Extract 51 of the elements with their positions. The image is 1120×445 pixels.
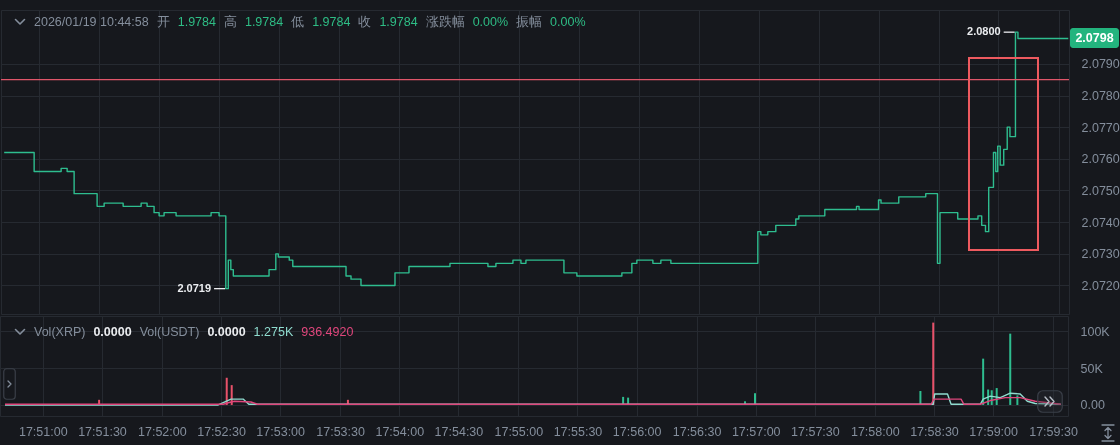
annotation: 低 (291, 14, 305, 30)
annotation: 0.00% (472, 14, 509, 30)
annotation: 开 (156, 14, 170, 30)
x-tick-label: 17:59:30 (1029, 424, 1078, 439)
x-tick-label: 17:59:00 (969, 424, 1018, 439)
annotation: 振幅 (516, 14, 543, 30)
x-tick-label: 17:54:30 (434, 424, 484, 439)
text: 2.0798 (1075, 31, 1114, 45)
x-tick-label: 17:53:00 (256, 424, 306, 439)
annotation: Vol(XRP) (34, 324, 86, 340)
x-tick-label: 17:55:00 (494, 424, 544, 439)
y-tick-label: 0.00 (1080, 398, 1105, 413)
annotation: 涨跌幅 (425, 14, 465, 30)
annotation: 2026/01/19 10:44:58 (34, 14, 149, 30)
y-tick-label: 2.0790 (1081, 57, 1120, 72)
y-tick-label: 2.0730 (1081, 247, 1120, 262)
annotation: 2.0800 (967, 25, 1001, 38)
y-tick-label: 2.0760 (1081, 152, 1120, 167)
y-tick-label: 2.0770 (1081, 120, 1120, 135)
x-tick-label: 17:52:00 (138, 424, 187, 439)
annotation: 1.9784 (177, 14, 216, 30)
annotation: 0.0000 (207, 324, 246, 340)
x-tick-label: 17:56:30 (672, 424, 722, 439)
y-tick-label: 2.0720 (1081, 279, 1120, 293)
y-tick-label: 2.0750 (1081, 184, 1120, 198)
annotation: 1.9784 (244, 14, 284, 30)
annotation: 0.0000 (93, 324, 132, 340)
x-tick-label: 17:58:30 (910, 424, 959, 439)
x-tick-label: 17:51:30 (78, 424, 127, 439)
x-tick-label: 17:54:00 (375, 424, 425, 439)
x-tick-label: 17:52:30 (197, 424, 246, 439)
x-tick-label: 17:57:30 (791, 424, 840, 439)
annotation: 1.9784 (312, 14, 351, 30)
x-tick-label: 17:53:30 (316, 424, 365, 439)
x-tick-label: 17:57:00 (731, 424, 781, 439)
annotation: 收 (358, 14, 372, 30)
y-tick-label: 2.0740 (1081, 215, 1120, 230)
x-tick-label: 17:58:00 (850, 424, 900, 439)
x-tick-label: 17:56:00 (612, 424, 662, 439)
y-tick-label: 2.0780 (1081, 89, 1120, 103)
annotation: Vol(USDT) (139, 324, 200, 340)
annotation: 0.00% (550, 14, 586, 30)
y-tick-label: 50K (1080, 361, 1104, 376)
y-tick-label: 100K (1080, 324, 1111, 339)
annotation: 936.4920 (301, 324, 354, 340)
annotation: 1.9784 (379, 14, 418, 30)
x-tick-label: 17:55:30 (553, 424, 603, 439)
x-tick-label: 17:51:00 (18, 424, 68, 439)
annotation: 1.275K (253, 324, 294, 340)
annotation: 2.0719 (177, 281, 212, 294)
annotation: 高 (223, 14, 237, 30)
